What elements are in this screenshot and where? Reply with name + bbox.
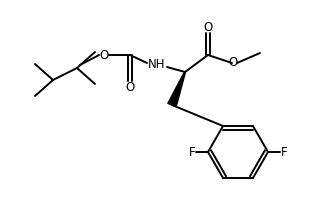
Text: NH: NH [148,58,166,71]
Polygon shape [168,72,185,107]
Text: O: O [204,21,213,33]
Text: O: O [99,49,109,62]
Text: F: F [281,146,287,159]
Text: O: O [125,81,135,93]
Text: F: F [189,146,195,159]
Text: O: O [228,55,238,69]
